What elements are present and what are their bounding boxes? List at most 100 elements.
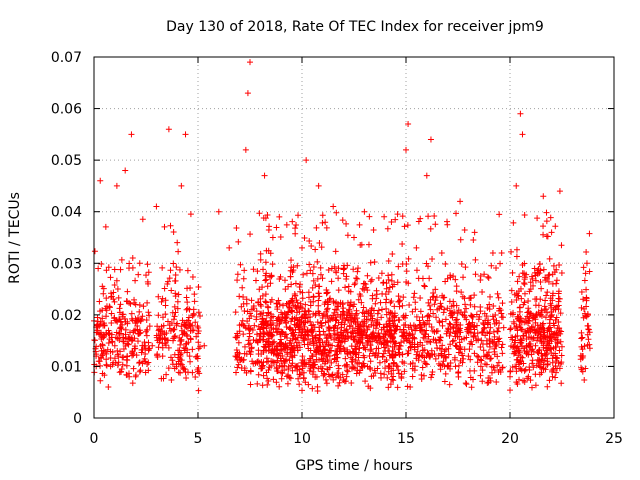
data-point	[175, 347, 182, 354]
data-point	[459, 359, 466, 366]
data-point	[334, 325, 341, 332]
data-point	[378, 314, 385, 321]
data-point	[451, 330, 458, 337]
data-point	[325, 324, 332, 331]
data-point	[195, 309, 202, 316]
data-point	[444, 275, 451, 282]
data-point	[170, 228, 177, 235]
data-point	[305, 314, 312, 321]
data-point	[421, 283, 428, 290]
data-point	[256, 210, 263, 217]
data-point	[278, 375, 285, 382]
data-point	[144, 326, 151, 333]
data-point	[160, 375, 167, 382]
data-point	[507, 373, 513, 380]
data-point	[395, 298, 402, 305]
data-point	[526, 325, 533, 332]
data-point	[233, 346, 240, 353]
data-point	[100, 290, 107, 297]
data-point	[529, 357, 536, 364]
data-point	[389, 318, 396, 325]
data-point	[184, 305, 191, 312]
data-point	[527, 328, 534, 335]
data-point	[480, 320, 487, 326]
data-point	[392, 352, 399, 359]
data-point	[509, 364, 516, 371]
data-point	[428, 324, 435, 331]
data-point	[376, 359, 383, 366]
data-point	[335, 362, 342, 369]
data-point	[385, 384, 392, 391]
data-point	[236, 357, 243, 364]
data-point	[295, 212, 302, 219]
data-point	[273, 351, 280, 358]
data-point	[371, 352, 378, 359]
data-point	[427, 306, 434, 313]
data-point	[363, 284, 370, 291]
data-point	[406, 338, 413, 345]
data-point	[255, 371, 262, 378]
data-point	[356, 291, 363, 298]
x-tick-label: 0	[90, 431, 99, 447]
data-point	[277, 331, 284, 338]
data-point	[580, 264, 587, 271]
data-point	[492, 342, 499, 349]
data-point	[538, 369, 545, 376]
data-point	[410, 294, 417, 301]
data-point	[101, 372, 108, 379]
data-point	[312, 246, 319, 253]
data-point	[248, 344, 255, 351]
data-point	[370, 227, 377, 234]
data-point	[447, 341, 454, 348]
data-point	[136, 308, 143, 315]
data-point	[403, 278, 410, 285]
data-point	[499, 350, 506, 357]
data-point	[118, 368, 125, 375]
data-point	[446, 320, 453, 327]
data-point	[445, 363, 452, 370]
data-point	[139, 216, 146, 223]
data-point	[538, 350, 545, 357]
data-point	[181, 330, 188, 337]
y-tick-label: 0	[73, 411, 82, 427]
data-point	[246, 315, 253, 322]
data-point	[383, 285, 390, 292]
data-point	[95, 358, 102, 365]
data-point	[257, 256, 264, 263]
data-point	[344, 367, 351, 374]
data-point	[358, 363, 365, 370]
data-point	[413, 325, 420, 332]
data-point	[410, 334, 417, 341]
data-point	[507, 326, 514, 333]
data-point	[315, 297, 322, 304]
data-point	[404, 350, 411, 357]
data-point	[558, 328, 565, 335]
data-point	[244, 90, 251, 97]
data-point	[370, 329, 377, 336]
data-point	[167, 354, 174, 361]
data-point	[174, 305, 181, 312]
data-point	[445, 345, 452, 352]
data-point	[517, 285, 524, 292]
data-point	[390, 377, 397, 384]
data-point	[98, 260, 105, 267]
data-point	[389, 376, 396, 383]
data-point	[498, 344, 505, 351]
data-point	[183, 319, 190, 326]
data-point	[325, 341, 332, 348]
data-point	[239, 317, 246, 324]
data-point	[558, 343, 565, 350]
data-point	[352, 312, 359, 319]
data-point	[243, 300, 250, 307]
data-point	[294, 367, 301, 374]
data-point	[401, 223, 408, 230]
data-point	[528, 347, 535, 354]
data-point	[432, 286, 439, 293]
data-point	[580, 314, 587, 321]
data-point	[514, 327, 521, 334]
data-point	[536, 363, 543, 370]
data-point	[187, 336, 194, 343]
data-point	[520, 301, 527, 308]
data-point	[327, 295, 334, 302]
data-point	[581, 277, 588, 284]
